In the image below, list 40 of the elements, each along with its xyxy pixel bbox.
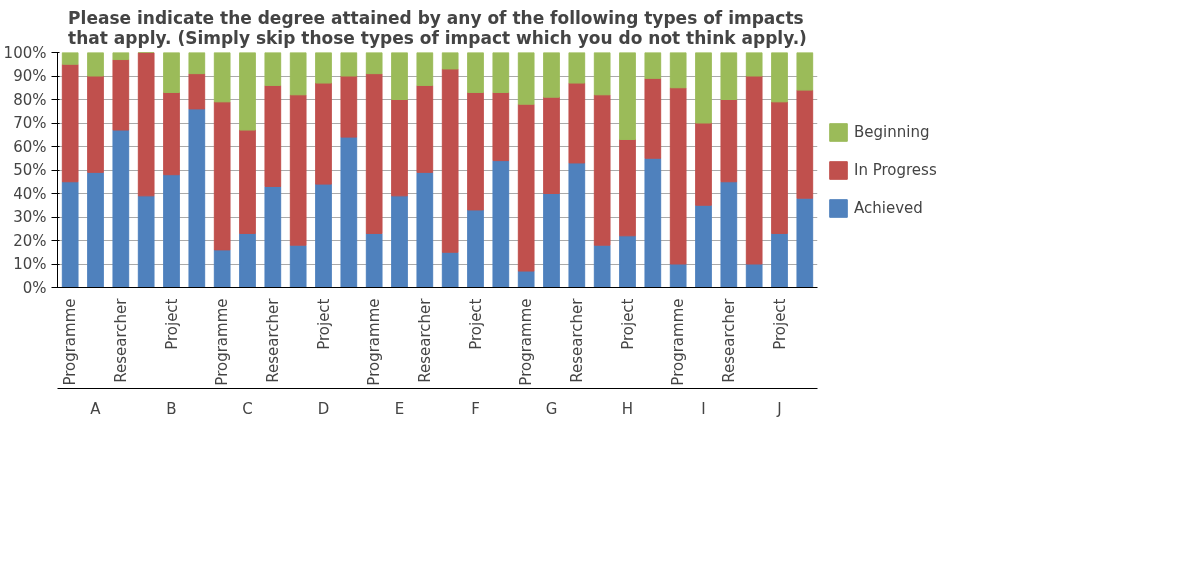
text: I <box>701 399 706 418</box>
y-tick-label: 20% <box>13 231 47 250</box>
x-tick-label: Programme <box>365 298 384 386</box>
x-tick-label: Researcher <box>111 297 130 383</box>
y-tick-label: 40% <box>13 184 47 203</box>
x-tick-label: Project <box>162 298 181 350</box>
x-tick-label: Programme <box>61 298 80 386</box>
text: H <box>621 399 634 418</box>
y-tick-label: 70% <box>13 114 47 132</box>
x-tick-label: Programme <box>669 298 688 386</box>
x-tick-label: Researcher <box>567 297 586 383</box>
x-tick-label: Researcher <box>415 297 434 383</box>
y-tick-label: 80% <box>13 90 47 109</box>
x-tick-label: Project <box>618 298 637 350</box>
text: E <box>394 399 405 418</box>
text: B <box>166 399 177 418</box>
text: J <box>776 399 782 418</box>
x-tick-label: Project <box>770 298 789 350</box>
legend-label: Beginning <box>854 122 930 141</box>
x-tick-label: Project <box>314 298 333 350</box>
y-tick-label: 50% <box>13 161 47 179</box>
y-tick-label: 0% <box>22 278 47 297</box>
legend-label: Achieved <box>854 198 923 217</box>
legend-label: In Progress <box>854 160 937 179</box>
y-tick-label: 60% <box>13 137 47 156</box>
text: G <box>545 399 558 418</box>
x-tick-label: Researcher <box>263 297 282 383</box>
text: A <box>90 399 102 418</box>
y-tick-label: 10% <box>13 255 47 273</box>
y-tick-label: 100% <box>3 43 47 62</box>
y-tick-label: 30% <box>13 208 47 226</box>
x-tick-label: Project <box>466 298 485 350</box>
x-tick-label: Programme <box>213 298 232 386</box>
chart-title: Please indicate the degree attained by any of the following types of impacts that apply. (Simply skip those types of impact which you do not think apply.) <box>68 7 807 48</box>
y-tick-label: 90% <box>13 67 47 85</box>
text: F <box>471 399 480 418</box>
text: C <box>242 399 253 418</box>
x-tick-label: Researcher <box>719 297 738 383</box>
x-tick-label: Programme <box>517 298 536 386</box>
text: D <box>317 399 330 418</box>
